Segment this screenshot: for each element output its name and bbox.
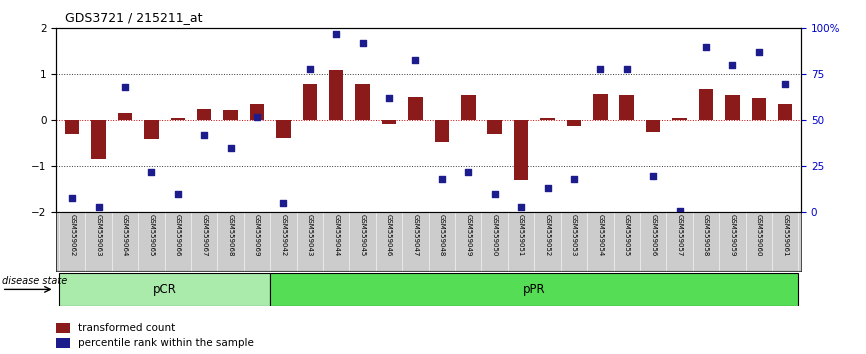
Bar [435,120,449,142]
Bar [276,120,291,138]
Text: GSM559057: GSM559057 [676,214,682,257]
Text: GSM559066: GSM559066 [175,214,181,257]
Point [779,81,792,86]
Bar [65,120,80,134]
Point [118,84,132,90]
Bar [355,84,370,120]
Bar [382,120,397,124]
Text: GSM559060: GSM559060 [756,214,762,257]
Text: GSM559067: GSM559067 [201,214,207,257]
Point [223,145,237,151]
Point [303,66,317,72]
Text: pPR: pPR [523,283,546,296]
Point [250,114,264,120]
Text: GSM559052: GSM559052 [545,214,551,256]
Point [567,176,581,182]
Point [171,191,184,197]
Bar [646,120,661,132]
Point [593,66,607,72]
FancyBboxPatch shape [59,273,270,306]
Bar [249,104,264,120]
Bar [514,120,528,180]
Point [646,173,660,178]
Point [752,50,766,55]
Point [699,44,713,50]
Bar [778,104,792,120]
Text: GSM559042: GSM559042 [281,214,287,256]
Point [356,40,370,46]
Point [65,195,79,200]
Point [726,62,740,68]
Text: GSM559054: GSM559054 [598,214,604,256]
Bar [672,118,687,120]
Point [540,185,554,191]
Point [462,169,475,175]
Point [329,31,343,37]
Text: GSM559069: GSM559069 [254,214,260,257]
Text: transformed count: transformed count [78,323,175,333]
Text: GSM559064: GSM559064 [122,214,128,257]
Point [488,191,501,197]
Text: GSM559061: GSM559061 [782,214,788,257]
Text: GSM559059: GSM559059 [729,214,735,257]
Bar [725,95,740,120]
Point [514,204,528,210]
Point [145,169,158,175]
Bar [329,70,344,120]
Bar [619,95,634,120]
Text: GSM559055: GSM559055 [624,214,630,256]
Text: GSM559043: GSM559043 [307,214,313,257]
Bar [118,114,132,120]
Bar [752,98,766,120]
Bar [699,89,714,120]
Text: GSM559046: GSM559046 [386,214,392,257]
Text: GSM559045: GSM559045 [359,214,365,256]
Text: GSM559065: GSM559065 [148,214,154,257]
Text: pCR: pCR [152,283,177,296]
Text: GSM559058: GSM559058 [703,214,709,257]
Text: GDS3721 / 215211_at: GDS3721 / 215211_at [65,11,203,24]
Text: GSM559068: GSM559068 [228,214,234,257]
Bar [593,94,608,120]
Text: disease state: disease state [2,276,67,286]
FancyBboxPatch shape [270,273,798,306]
Bar [408,97,423,120]
Point [673,208,687,213]
Bar [223,110,238,120]
Bar [197,109,211,120]
Text: GSM559051: GSM559051 [518,214,524,257]
Text: percentile rank within the sample: percentile rank within the sample [78,338,254,348]
Bar [566,120,581,126]
Text: GSM559056: GSM559056 [650,214,656,257]
Bar [540,118,555,120]
Point [92,204,106,210]
Text: GSM559048: GSM559048 [439,214,445,257]
Bar [56,323,70,333]
Text: GSM559053: GSM559053 [571,214,577,257]
Text: GSM559050: GSM559050 [492,214,498,257]
Bar [488,120,502,134]
Point [435,176,449,182]
Point [409,57,423,62]
Text: GSM559062: GSM559062 [69,214,75,257]
Text: GSM559063: GSM559063 [95,214,101,257]
Text: GSM559044: GSM559044 [333,214,339,256]
Bar [461,95,475,120]
Point [620,66,634,72]
Bar [56,338,70,348]
Point [197,132,211,138]
Bar [144,120,158,139]
Text: GSM559047: GSM559047 [412,214,418,257]
Bar [302,84,317,120]
Point [276,200,290,206]
Text: GSM559049: GSM559049 [465,214,471,257]
Bar [91,120,106,159]
Point [382,96,396,101]
Bar [171,118,185,120]
